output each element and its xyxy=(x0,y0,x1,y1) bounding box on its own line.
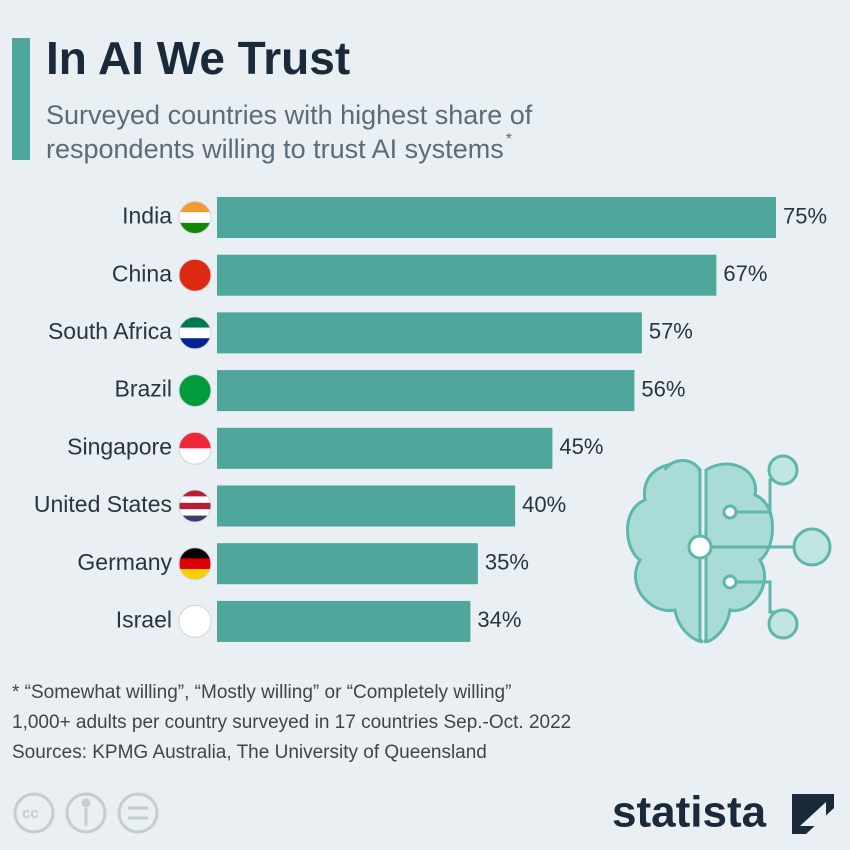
category-label: Israel xyxy=(116,606,172,632)
value-label: 56% xyxy=(641,376,685,401)
cc-icon: cc xyxy=(22,805,39,822)
chart-title: In AI We Trust xyxy=(46,32,350,84)
flag-stripe xyxy=(179,496,211,504)
flag-stripe xyxy=(179,338,211,349)
bar xyxy=(217,312,642,354)
brain-illustration xyxy=(626,454,832,644)
value-label: 57% xyxy=(649,319,693,344)
flag-border xyxy=(178,547,212,581)
category-label: Brazil xyxy=(114,376,172,402)
flag-stripe xyxy=(179,547,211,559)
flag-stripe xyxy=(179,515,211,522)
flag-border xyxy=(178,316,212,350)
flag-stripe xyxy=(179,316,211,329)
note: 1,000+ adults per country surveyed in 17… xyxy=(12,712,571,733)
flag-stripe xyxy=(179,558,211,570)
bar xyxy=(217,543,478,585)
brand-logo: statista xyxy=(612,788,767,837)
bar xyxy=(217,197,776,238)
flag-border xyxy=(178,431,212,465)
flag-border xyxy=(178,258,212,292)
flag-stripe xyxy=(179,374,211,407)
flag xyxy=(179,547,211,580)
category-label: India xyxy=(122,203,172,229)
flag-stripe xyxy=(179,259,211,292)
value-label: 34% xyxy=(477,607,521,632)
flag-stripe xyxy=(179,490,211,497)
note: Sources: KPMG Australia, The University … xyxy=(12,742,487,763)
flag-stripe xyxy=(179,327,211,339)
category-label: United States xyxy=(34,491,172,517)
flag-stripe xyxy=(179,212,211,224)
brand-mark xyxy=(792,794,834,834)
category-label: China xyxy=(112,260,172,286)
flag xyxy=(179,605,211,638)
flag-stripe xyxy=(179,569,211,580)
chart-subtitle: respondents willing to trust AI systems xyxy=(46,134,504,164)
bar xyxy=(217,600,471,642)
category-label: Singapore xyxy=(67,433,172,459)
flag-stripe xyxy=(179,448,211,465)
flag-stripe xyxy=(179,432,211,449)
flag xyxy=(179,201,211,234)
bar xyxy=(217,485,516,527)
flag-stripe xyxy=(179,222,211,234)
bar xyxy=(217,427,553,469)
value-label: 75% xyxy=(783,203,827,228)
category-label: South Africa xyxy=(48,318,172,344)
flag-stripe xyxy=(179,502,211,510)
flag xyxy=(179,490,211,522)
flag-stripe xyxy=(179,605,211,638)
flag-border xyxy=(178,489,212,523)
bar xyxy=(217,370,635,412)
flag-stripe xyxy=(179,201,211,213)
accent-bar xyxy=(12,38,30,160)
note: * “Somewhat willing”, “Mostly willing” o… xyxy=(12,682,511,703)
value-label: 40% xyxy=(522,492,566,517)
value-label: 35% xyxy=(485,550,529,575)
flag-border xyxy=(178,604,212,638)
chart-subtitle: Surveyed countries with highest share of xyxy=(46,100,533,130)
value-label: 45% xyxy=(559,434,603,459)
flag xyxy=(179,259,211,292)
flag-stripe xyxy=(179,509,211,517)
value-label: 67% xyxy=(723,261,767,286)
category-label: Germany xyxy=(77,549,172,575)
bar xyxy=(217,254,717,296)
flag-border xyxy=(178,374,212,408)
flag xyxy=(179,374,211,407)
license-icons xyxy=(13,792,159,834)
flag xyxy=(179,432,211,465)
flag-border xyxy=(178,201,212,234)
flag xyxy=(179,316,211,349)
subtitle-marker: * xyxy=(506,131,512,148)
